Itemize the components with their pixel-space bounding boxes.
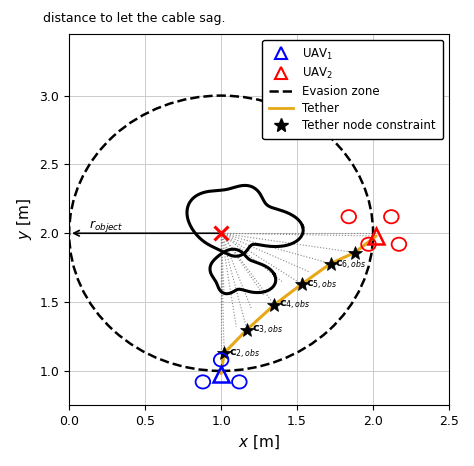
Text: $\mathbf{c}_{3,obs}$: $\mathbf{c}_{3,obs}$ — [252, 324, 283, 337]
Text: $\mathbf{c}_{2,obs}$: $\mathbf{c}_{2,obs}$ — [229, 348, 260, 361]
Text: $r_{object}$: $r_{object}$ — [89, 218, 123, 234]
Y-axis label: $y$ [m]: $y$ [m] — [15, 199, 34, 240]
Text: $\mathbf{c}_{5,obs}$: $\mathbf{c}_{5,obs}$ — [306, 279, 337, 292]
Text: $\mathbf{c}_{6,obs}$: $\mathbf{c}_{6,obs}$ — [335, 259, 366, 272]
X-axis label: $x$ [m]: $x$ [m] — [238, 433, 280, 451]
Text: $\mathbf{c}_{4,obs}$: $\mathbf{c}_{4,obs}$ — [279, 299, 310, 312]
Text: distance to let the cable sag.: distance to let the cable sag. — [43, 12, 225, 25]
Legend: UAV$_1$, UAV$_2$, Evasion zone, Tether, Tether node constraint: UAV$_1$, UAV$_2$, Evasion zone, Tether, … — [262, 40, 443, 139]
